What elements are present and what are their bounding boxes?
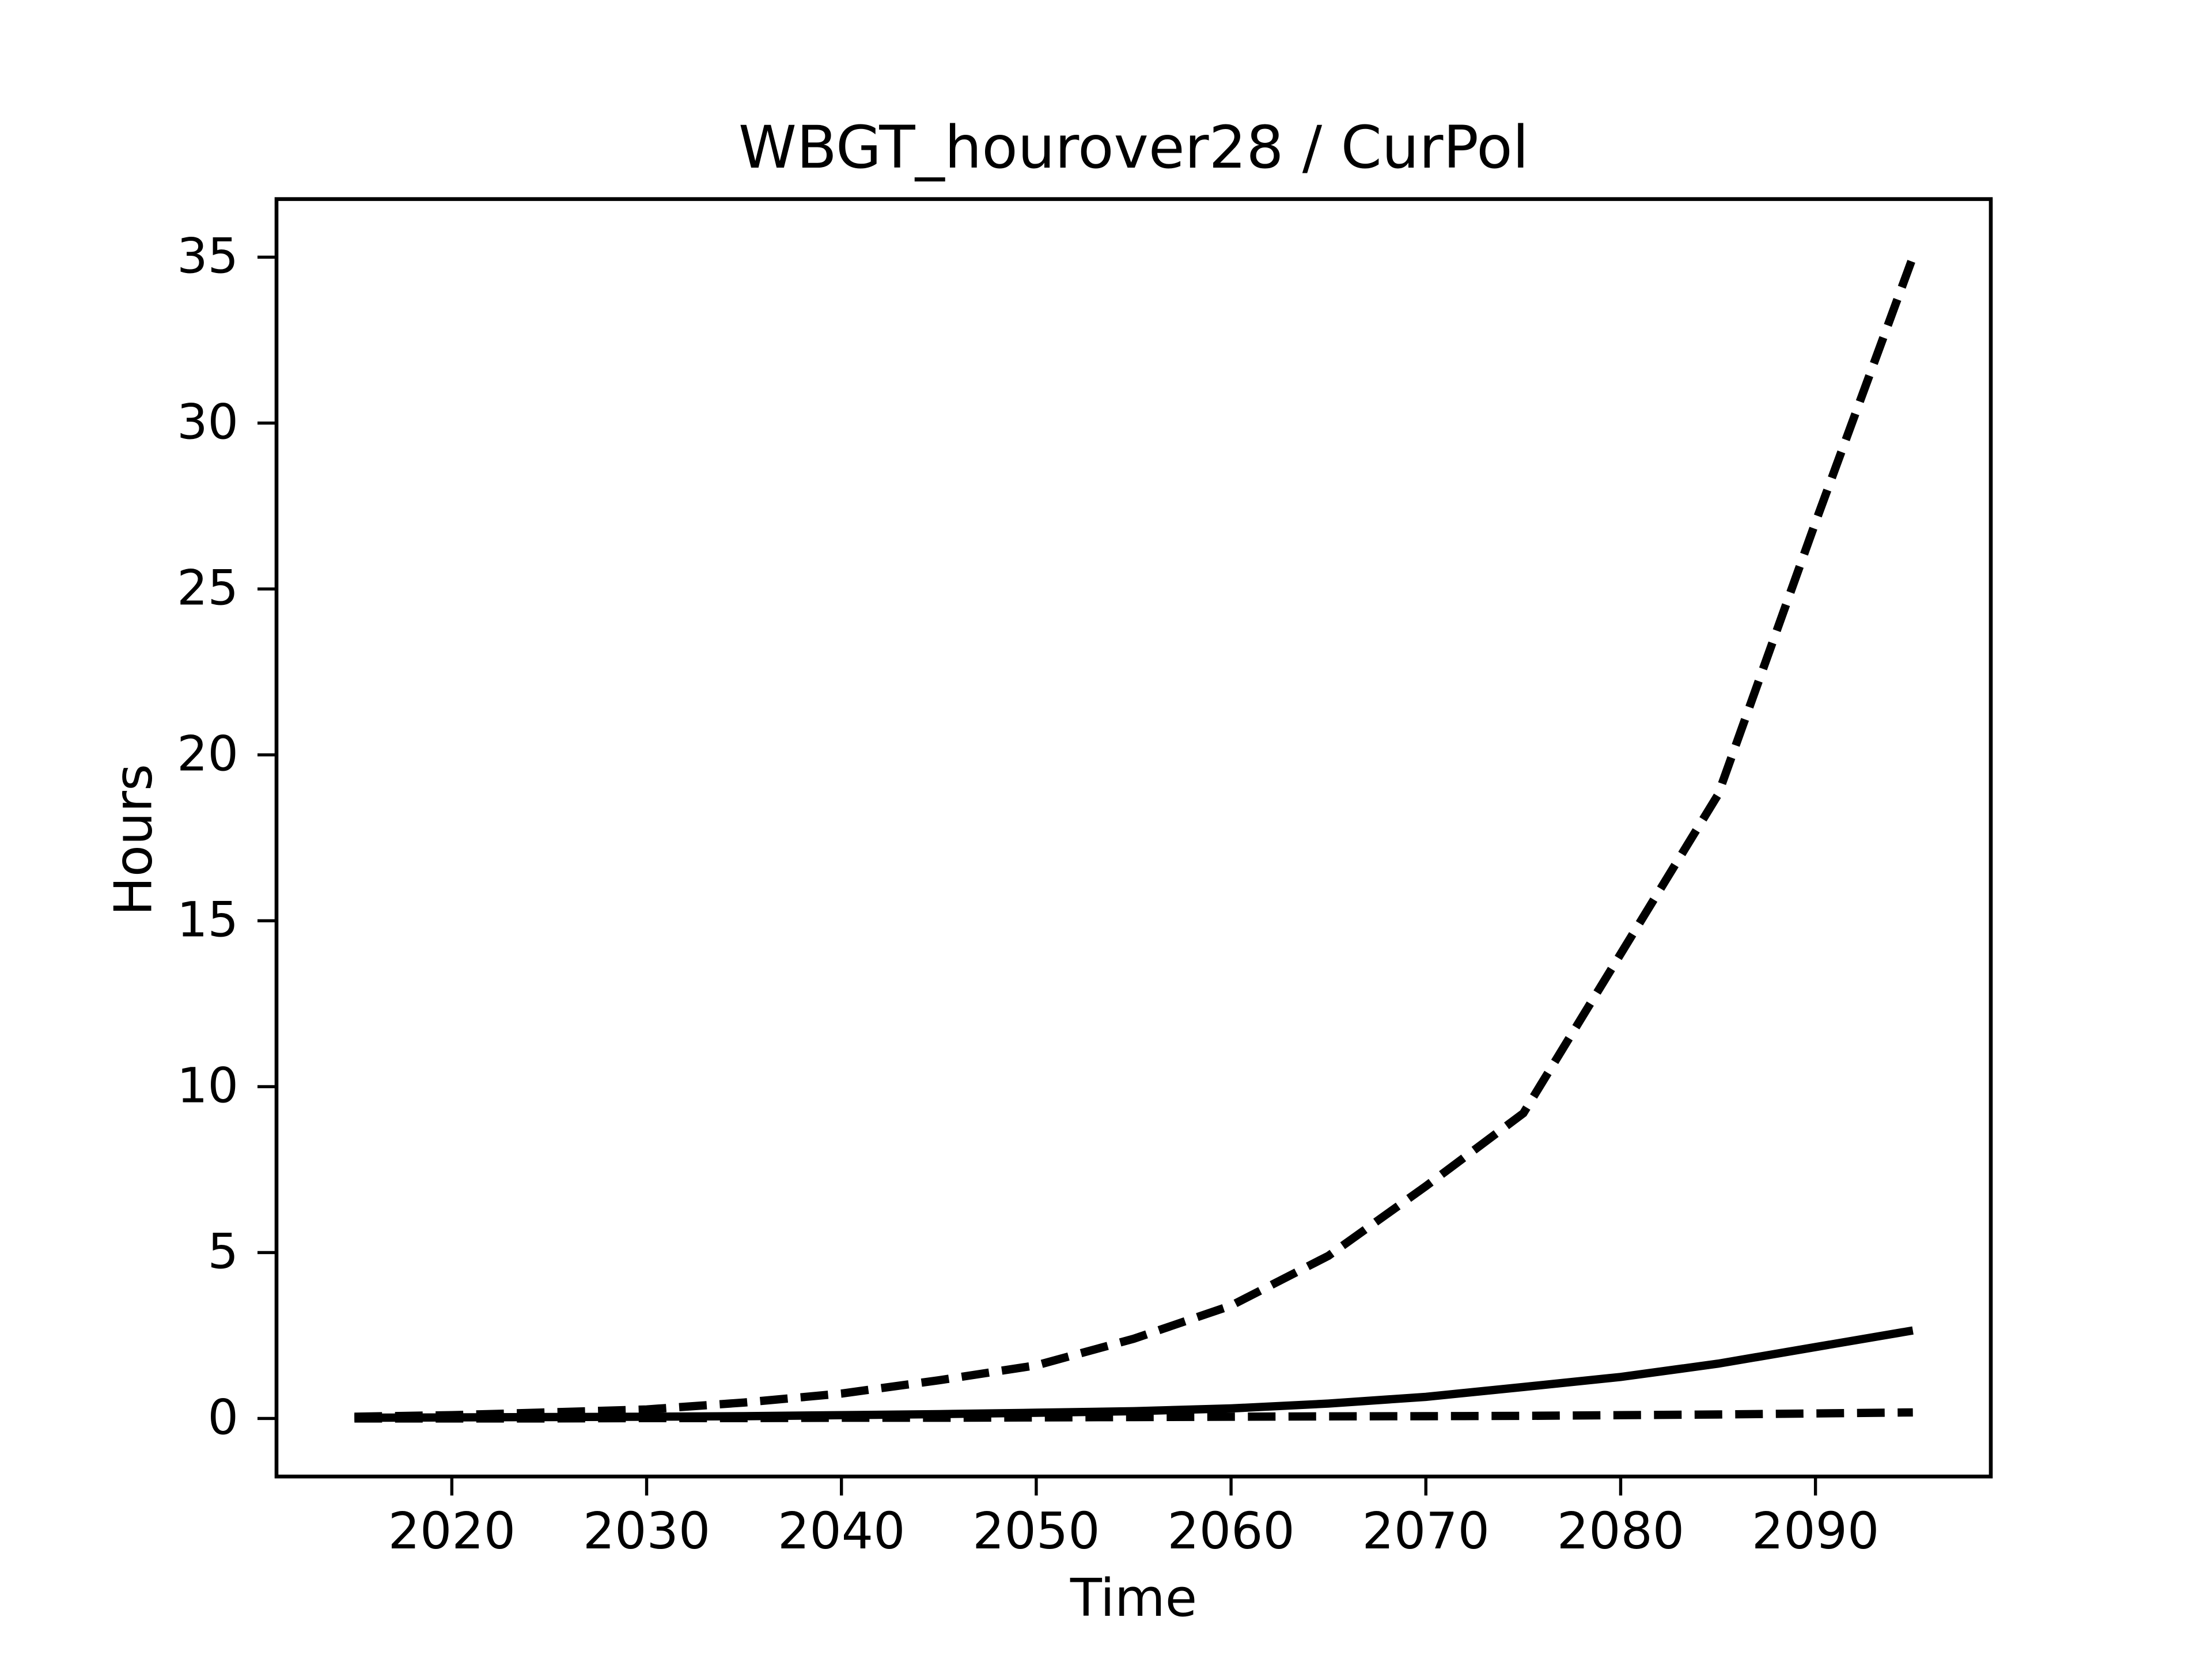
x-tick-label: 2070 <box>1362 1502 1490 1560</box>
y-tick-label: 10 <box>177 1057 238 1113</box>
y-tick-label: 20 <box>177 725 238 782</box>
x-tick-label: 2050 <box>972 1502 1100 1560</box>
y-tick-label: 30 <box>177 393 238 450</box>
x-tick-label: 2060 <box>1167 1502 1294 1560</box>
x-tick-label: 2040 <box>778 1502 905 1560</box>
y-tick-label: 25 <box>177 559 238 616</box>
y-tick-label: 0 <box>208 1389 238 1445</box>
x-tick-label: 2020 <box>388 1502 516 1560</box>
x-tick-label: 2080 <box>1557 1502 1684 1560</box>
series-lower-dashed-line <box>354 1408 1913 1423</box>
y-tick-label: 5 <box>208 1223 238 1279</box>
x-tick-label: 2090 <box>1752 1502 1879 1560</box>
series-solid-line <box>354 1326 1914 1422</box>
series-upper-dashed-line <box>354 255 1917 1421</box>
chart-title: WBGT_hourover28 / CurPol <box>738 114 1529 183</box>
x-tick-label: 2030 <box>583 1502 710 1560</box>
plot-border <box>274 197 1993 1479</box>
y-tick-label: 35 <box>177 228 238 284</box>
y-tick-label: 15 <box>177 891 238 948</box>
x-axis-label: Time <box>1070 1569 1198 1630</box>
y-axis-label: Hours <box>104 764 165 916</box>
